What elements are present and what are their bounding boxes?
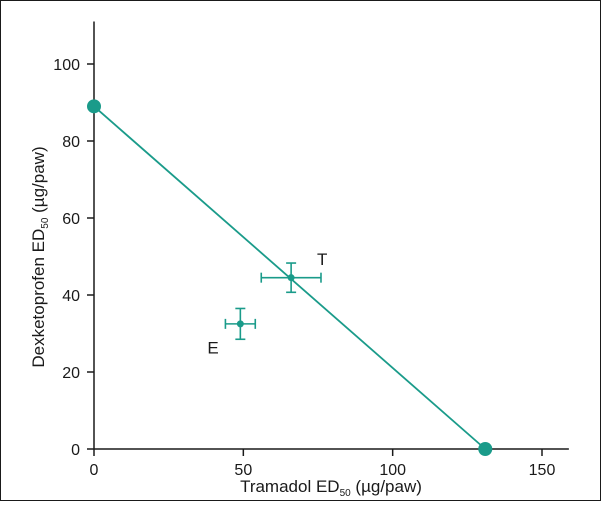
y-tick-label: 20 — [62, 365, 80, 382]
endpoint-marker — [478, 442, 493, 456]
x-tick-label: 50 — [234, 462, 252, 479]
y-tick-label: 80 — [62, 134, 80, 151]
y-axis-label: Dexketoprofen ED50 (µg/paw) — [29, 146, 51, 367]
point-label: E — [207, 338, 218, 357]
x-tick-label: 150 — [529, 462, 556, 479]
chart-marks: TE — [87, 99, 493, 456]
x-tick-label: 100 — [379, 462, 406, 479]
x-axis-label: Tramadol ED50 (µg/paw) — [240, 477, 422, 499]
point-label: T — [317, 250, 327, 269]
data-point — [236, 320, 244, 328]
x-tick-label: 0 — [90, 462, 99, 479]
y-tick-label: 60 — [62, 211, 80, 228]
endpoint-marker — [87, 99, 101, 114]
y-tick-label: 40 — [62, 288, 80, 305]
data-point — [287, 274, 295, 282]
y-tick-label: 0 — [71, 442, 80, 459]
axes: 0 50 100 150 0 20 40 60 80 100 — [53, 21, 569, 479]
y-tick-label: 100 — [53, 57, 80, 74]
